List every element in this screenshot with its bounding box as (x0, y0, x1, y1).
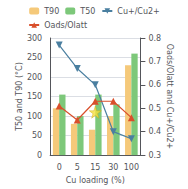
svg-text:150: 150 (27, 92, 42, 101)
svg-text:300: 300 (27, 34, 42, 43)
svg-text:30: 30 (108, 163, 118, 172)
svg-text:0.7: 0.7 (148, 57, 161, 66)
svg-text:15: 15 (90, 163, 100, 172)
svg-text:50: 50 (32, 131, 42, 140)
svg-text:250: 250 (27, 53, 42, 62)
svg-text:Oads/Olatt and Cu+/Cu2+: Oads/Olatt and Cu+/Cu2+ (165, 44, 174, 149)
svg-text:0: 0 (57, 163, 62, 172)
svg-text:Oads/Olatt: Oads/Olatt (44, 21, 87, 30)
svg-text:0.6: 0.6 (148, 80, 161, 89)
svg-text:100: 100 (124, 163, 139, 172)
svg-text:5: 5 (75, 163, 80, 172)
svg-text:T50: T50 (79, 7, 95, 16)
svg-text:T90: T90 (43, 7, 59, 16)
svg-text:100: 100 (27, 112, 42, 121)
svg-text:0: 0 (37, 151, 42, 160)
svg-text:200: 200 (27, 73, 42, 82)
svg-text:0.5: 0.5 (148, 104, 161, 113)
svg-text:Cu+/Cu2+: Cu+/Cu2+ (117, 7, 160, 16)
svg-text:0.4: 0.4 (148, 127, 161, 136)
svg-text:T50 and T90 (°C): T50 and T90 (°C) (15, 62, 24, 132)
svg-text:0.3: 0.3 (148, 151, 161, 160)
svg-text:Cu loading (%): Cu loading (%) (66, 176, 125, 185)
svg-text:0.8: 0.8 (148, 34, 161, 43)
